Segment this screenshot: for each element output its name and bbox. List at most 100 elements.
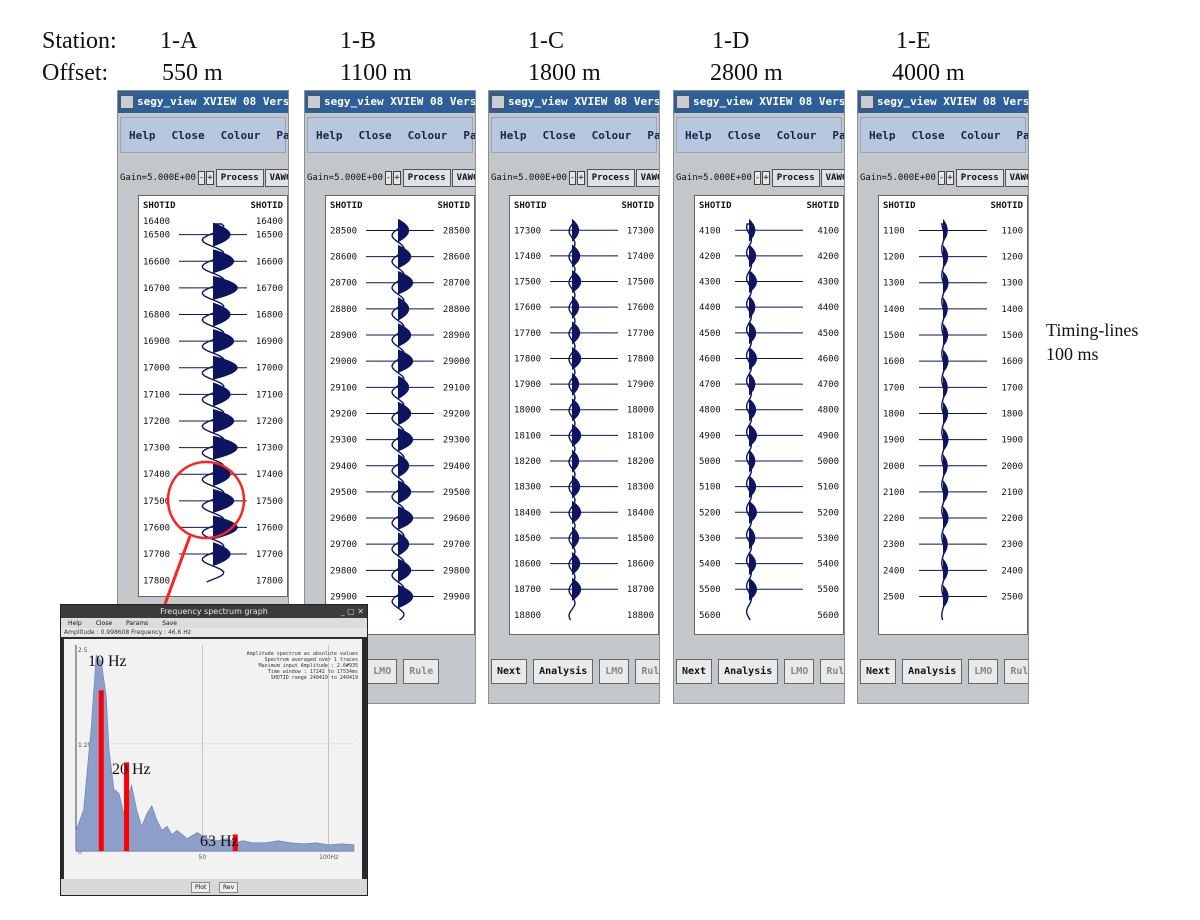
menubar: Help Close Colour Params [860,117,1029,153]
segy-view-window-1b[interactable]: segy_view XVIEW 08 Version:V6.1 Help Close… [304,90,476,704]
gain-decrease-button[interactable]: - [568,171,577,185]
vawg-button[interactable]: VAWG [635,169,659,187]
tab-plot[interactable]: Plot [191,882,211,893]
menu-close[interactable]: Close [727,128,761,142]
analysis-button[interactable]: Analysis [718,658,779,684]
window-controls-icon[interactable]: _ ▢ ✕ [340,607,364,616]
segy-view-window-1d[interactable]: segy_view XVIEW 08 Version:V6.1 Help Close… [673,90,845,704]
gain-decrease-button[interactable]: - [937,171,946,185]
menu-colour[interactable]: Colour [591,128,632,142]
trace-peak-fill [398,218,410,243]
spectrum-menu-close[interactable]: Close [95,619,113,627]
seismic-plot[interactable]: SHOTID SHOTID 17300 17300 17400 17400 17500 175… [509,195,659,635]
menu-colour[interactable]: Colour [220,128,261,142]
rule-button[interactable]: Rule [820,658,844,684]
menu-colour[interactable]: Colour [407,128,448,142]
process-button[interactable]: Process [771,169,820,187]
lmo-button[interactable]: LMO [367,658,398,684]
menu-help[interactable]: Help [316,128,343,142]
window-titlebar[interactable]: segy_view XVIEW 08 Version:V6.1 [489,91,659,113]
menu-colour[interactable]: Colour [776,128,817,142]
rule-button[interactable]: Rule [1004,658,1028,684]
menu-close[interactable]: Close [911,128,945,142]
tick-label-right: 2100 [1001,488,1023,498]
rule-button[interactable]: Rule [403,658,440,684]
window-titlebar[interactable]: segy_view XVIEW 08 Version:V6.1 [674,91,844,113]
process-button[interactable]: Process [586,169,635,187]
gain-decrease-button[interactable]: - [197,171,206,185]
next-button[interactable]: Next [491,658,528,684]
vawg-button[interactable]: VAWG [451,169,475,187]
menu-close[interactable]: Close [358,128,392,142]
tick-label-left: 29300 [330,436,357,446]
spectrum-menu-save[interactable]: Save [162,619,177,627]
tick-label-left: 17500 [143,497,170,507]
vawg-button[interactable]: VAWG [1004,169,1028,187]
seismic-plot[interactable]: SHOTID SHOTID 16400 16400 16500 16500 16600 166… [138,195,288,597]
tick-label-right: 29600 [443,514,470,524]
menu-help[interactable]: Help [500,128,527,142]
tick-label-right: 17600 [627,303,654,313]
gain-decrease-button[interactable]: - [384,171,393,185]
gain-increase-button[interactable]: + [946,171,954,185]
column-header-left: SHOTID [699,201,732,211]
tick-label-right: 29000 [443,357,470,367]
tick-label-left: 5300 [699,534,721,544]
gain-row: Gain=5.000E+00-+ProcessVAWG [307,167,475,189]
segy-view-window-1e[interactable]: segy_view XVIEW 08 Version:V6.1 Help Close… [857,90,1029,704]
window-titlebar[interactable]: segy_view XVIEW 08 Version:V6.1 [118,91,288,113]
spectrum-menu-params[interactable]: Params [126,619,149,627]
menu-params[interactable]: Params [1016,128,1029,142]
menu-help[interactable]: Help [685,128,712,142]
timing-lines-interval: 100 ms [1046,344,1099,364]
window-titlebar[interactable]: segy_view XVIEW 08 Version:V6.1 [305,91,475,113]
window-title: segy_view XVIEW 08 Version:V6.1 [324,95,475,108]
segy-view-window-1a[interactable]: segy_view XVIEW 08 Version:V6.1 Help Close… [117,90,289,622]
menu-help[interactable]: Help [129,128,156,142]
tick-label-left: 29500 [330,488,357,498]
process-button[interactable]: Process [215,169,264,187]
menu-params[interactable]: Params [463,128,476,142]
gain-increase-button[interactable]: + [762,171,770,185]
lmo-button[interactable]: LMO [968,658,999,684]
next-button[interactable]: Next [860,658,897,684]
seismic-plot[interactable]: SHOTID SHOTID 1100 1100 1200 1200 1300 1300 1400… [878,195,1028,635]
menu-params[interactable]: Params [647,128,660,142]
spectrum-titlebar[interactable]: Frequency spectrum graph _ ▢ ✕ [61,605,367,618]
menu-help[interactable]: Help [869,128,896,142]
gain-increase-button[interactable]: + [206,171,214,185]
segy-view-window-1c[interactable]: segy_view XVIEW 08 Version:V6.1 Help Close… [488,90,660,704]
menu-close[interactable]: Close [542,128,576,142]
menu-params[interactable]: Params [276,128,289,142]
tick-label-right: 1700 [1001,383,1023,393]
window-titlebar[interactable]: segy_view XVIEW 08 Version:V6.1 [858,91,1028,113]
trace-peak-fill [749,577,757,601]
tick-label-left: 28700 [330,279,357,289]
trace-peak-fill [749,346,757,370]
spectrum-plot[interactable]: 2.5 1.25 0 50 100Hz Amplitude spectrum as ab… [64,639,362,879]
rule-button[interactable]: Rule [635,658,659,684]
lmo-button[interactable]: LMO [784,658,815,684]
tick-label-right: 29900 [443,592,470,602]
tab-rev[interactable]: Rev [219,882,239,893]
spectrum-menu-help[interactable]: Help [68,619,82,627]
vawg-button[interactable]: VAWG [820,169,844,187]
menu-colour[interactable]: Colour [960,128,1001,142]
spectrum-note: Time window : 17242 to 17534ms [267,669,358,675]
process-button[interactable]: Process [402,169,451,187]
lmo-button[interactable]: LMO [599,658,630,684]
gain-increase-button[interactable]: + [393,171,401,185]
seismic-plot[interactable]: SHOTID SHOTID 4100 4100 4200 4200 4300 4300 4400… [694,195,844,635]
analysis-button[interactable]: Analysis [533,658,594,684]
gain-increase-button[interactable]: + [577,171,585,185]
next-button[interactable]: Next [676,658,713,684]
menu-close[interactable]: Close [171,128,205,142]
vawg-button[interactable]: VAWG [264,169,288,187]
analysis-button[interactable]: Analysis [902,658,963,684]
frequency-spectrum-window[interactable]: Frequency spectrum graph _ ▢ ✕ Help Clos… [60,604,368,896]
process-button[interactable]: Process [955,169,1004,187]
gain-decrease-button[interactable]: - [753,171,762,185]
tick-label-right: 5600 [817,611,839,621]
menu-params[interactable]: Params [832,128,845,142]
seismic-plot[interactable]: SHOTID SHOTID 28500 28500 28600 28600 28700 287… [325,195,475,635]
